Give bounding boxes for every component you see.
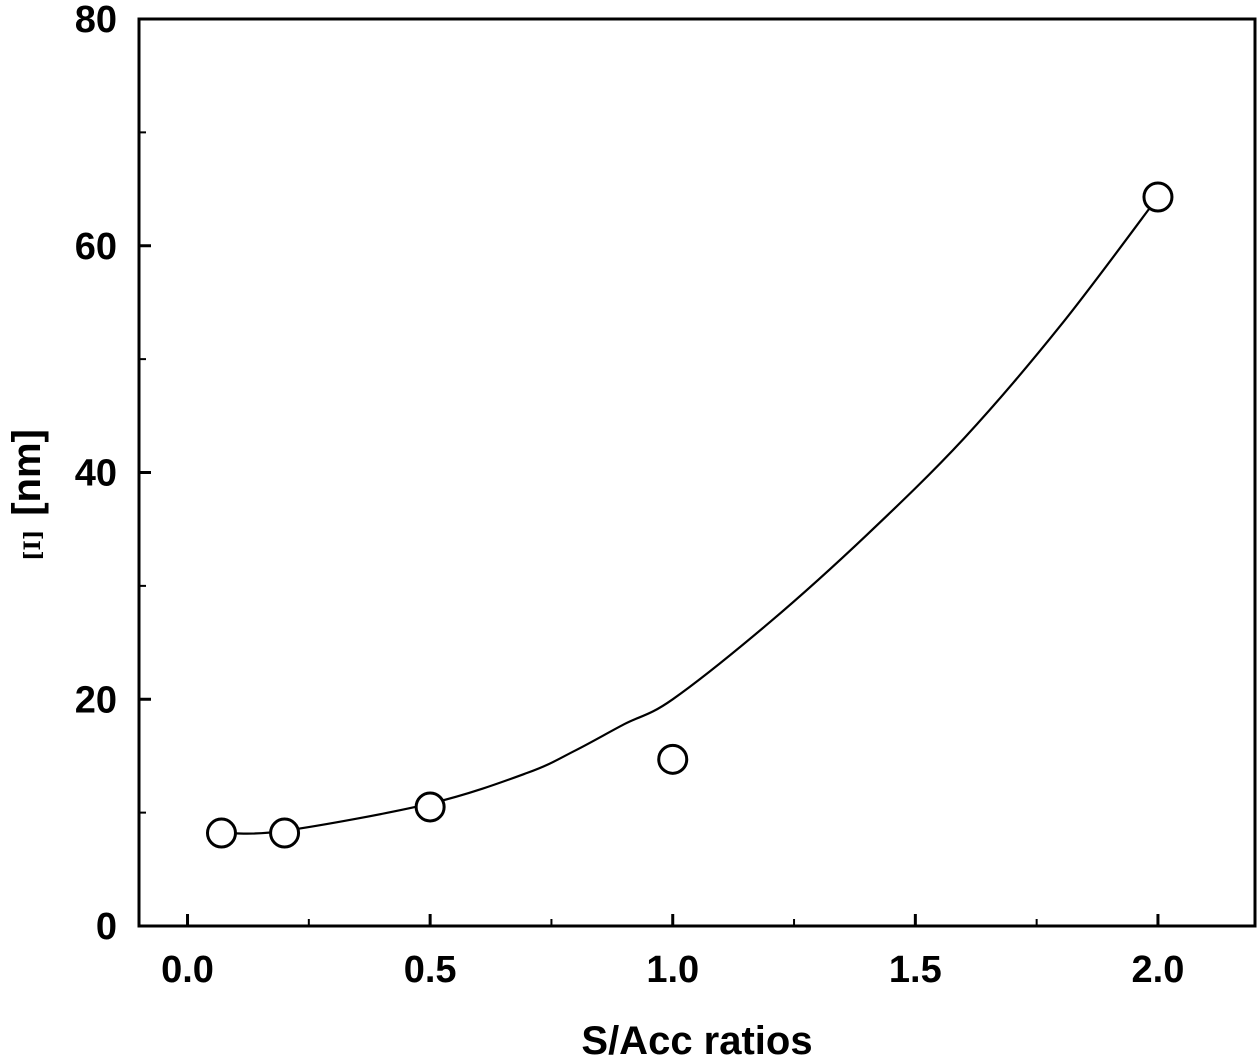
fit-curve-layer — [221, 196, 1159, 835]
x-tick-label: 1.5 — [889, 949, 942, 991]
x-tick-label: 0.0 — [161, 949, 214, 991]
data-point — [657, 743, 689, 775]
y-tick-label: 20 — [75, 679, 117, 721]
plot-frame — [137, 17, 1257, 928]
y-tick-label: 80 — [75, 0, 117, 41]
fit-curve — [221, 196, 1159, 835]
y-tick-label: 40 — [75, 453, 117, 495]
y-axis-unit: [nm] — [5, 429, 49, 516]
y-axis-title: [Ι] [nm] — [5, 429, 49, 561]
data-point — [205, 817, 237, 849]
y-tick-label: 60 — [75, 226, 117, 268]
x-tick-label: 2.0 — [1132, 949, 1185, 991]
data-point — [269, 817, 301, 849]
data-points-layer — [205, 181, 1174, 849]
x-tick-label: 0.5 — [404, 949, 457, 991]
svg-text:[Ι][nm]: [Ι] [nm] — [5, 429, 49, 561]
data-point — [414, 791, 446, 823]
y-axis-symbol: [Ι] — [20, 530, 46, 561]
x-axis-title: S/Acc ratios — [581, 1019, 812, 1061]
y-tick-label: 0 — [96, 906, 117, 948]
data-point — [1142, 181, 1174, 213]
x-axis-ticks: 0.0 0.5 1.0 1.5 2.0 — [161, 914, 1184, 991]
x-tick-label: 1.0 — [646, 949, 699, 991]
y-axis-ticks: 0 20 40 60 80 — [75, 0, 151, 948]
